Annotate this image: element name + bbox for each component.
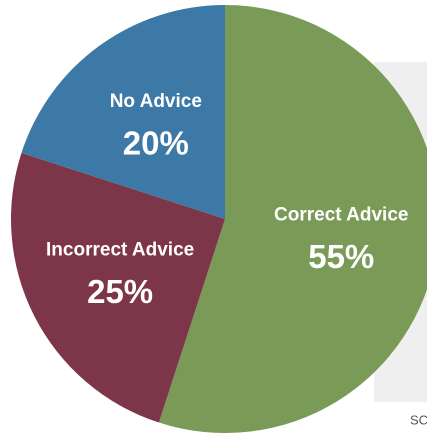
slice-value-label: 55% xyxy=(308,238,374,275)
pie-slice xyxy=(10,152,225,423)
slice-value-label: 25% xyxy=(87,273,153,310)
slice-label: Correct Advice xyxy=(274,204,408,225)
slice-label: Incorrect Advice xyxy=(46,239,194,260)
pie-slice xyxy=(21,5,225,219)
slice-label: No Advice xyxy=(110,91,202,112)
slice-value-label: 20% xyxy=(123,124,189,161)
pie-slice xyxy=(158,5,427,433)
source-note: SC xyxy=(410,412,427,427)
